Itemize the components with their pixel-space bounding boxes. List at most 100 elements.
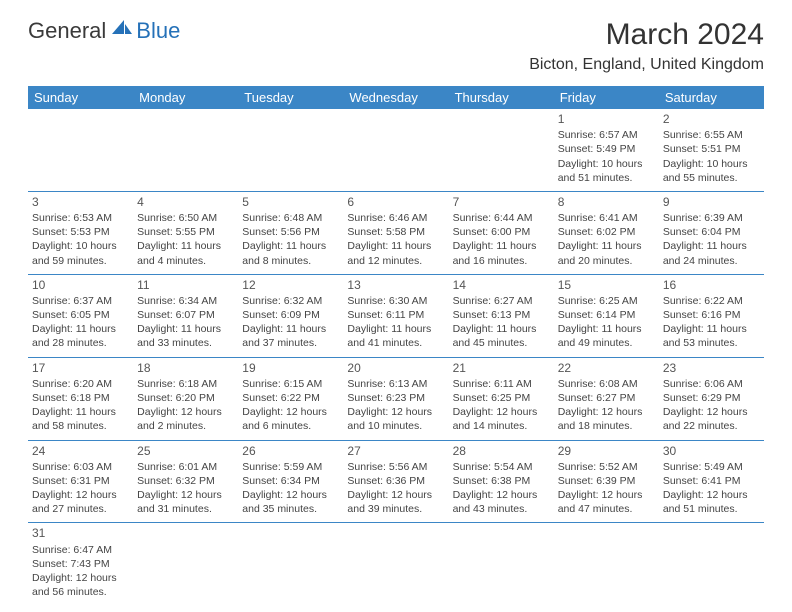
- day-number: 29: [558, 443, 655, 459]
- day-info-line: Sunrise: 6:06 AM: [663, 377, 760, 391]
- day-info-line: Daylight: 11 hours: [137, 239, 234, 253]
- day-info-line: Sunset: 6:39 PM: [558, 474, 655, 488]
- day-number: 18: [137, 360, 234, 376]
- weekday-header: Saturday: [659, 86, 764, 109]
- day-info-line: Sunset: 6:05 PM: [32, 308, 129, 322]
- day-info-line: Sunset: 7:43 PM: [32, 557, 129, 571]
- day-info-line: Daylight: 12 hours: [347, 405, 444, 419]
- calendar-day-cell: 6Sunrise: 6:46 AMSunset: 5:58 PMDaylight…: [343, 191, 448, 274]
- calendar-day-cell: [133, 109, 238, 191]
- day-number: 21: [453, 360, 550, 376]
- day-info-line: Sunset: 5:53 PM: [32, 225, 129, 239]
- calendar-day-cell: 2Sunrise: 6:55 AMSunset: 5:51 PMDaylight…: [659, 109, 764, 191]
- day-info-line: Sunset: 6:02 PM: [558, 225, 655, 239]
- calendar-day-cell: 28Sunrise: 5:54 AMSunset: 6:38 PMDayligh…: [449, 440, 554, 523]
- calendar-day-cell: 3Sunrise: 6:53 AMSunset: 5:53 PMDaylight…: [28, 191, 133, 274]
- day-number: 22: [558, 360, 655, 376]
- calendar-table: Sunday Monday Tuesday Wednesday Thursday…: [28, 86, 764, 605]
- calendar-day-cell: 21Sunrise: 6:11 AMSunset: 6:25 PMDayligh…: [449, 357, 554, 440]
- day-info-line: Sunset: 5:56 PM: [242, 225, 339, 239]
- day-info-line: Sunrise: 6:48 AM: [242, 211, 339, 225]
- day-number: 16: [663, 277, 760, 293]
- day-number: 14: [453, 277, 550, 293]
- month-title: March 2024: [529, 18, 764, 52]
- day-number: 24: [32, 443, 129, 459]
- calendar-week-row: 17Sunrise: 6:20 AMSunset: 6:18 PMDayligh…: [28, 357, 764, 440]
- day-info-line: Sunrise: 6:22 AM: [663, 294, 760, 308]
- calendar-day-cell: [133, 523, 238, 605]
- calendar-week-row: 31Sunrise: 6:47 AMSunset: 7:43 PMDayligh…: [28, 523, 764, 605]
- day-info-line: Sunrise: 6:20 AM: [32, 377, 129, 391]
- day-info-line: and 10 minutes.: [347, 419, 444, 433]
- calendar-day-cell: 27Sunrise: 5:56 AMSunset: 6:36 PMDayligh…: [343, 440, 448, 523]
- day-info-line: Daylight: 11 hours: [558, 322, 655, 336]
- day-number: 19: [242, 360, 339, 376]
- day-number: 8: [558, 194, 655, 210]
- day-info-line: and 18 minutes.: [558, 419, 655, 433]
- calendar-day-cell: [28, 109, 133, 191]
- calendar-day-cell: [554, 523, 659, 605]
- day-info-line: and 35 minutes.: [242, 502, 339, 516]
- day-info-line: Daylight: 11 hours: [242, 239, 339, 253]
- calendar-day-cell: [659, 523, 764, 605]
- day-number: 11: [137, 277, 234, 293]
- day-info-line: Daylight: 11 hours: [137, 322, 234, 336]
- day-info-line: and 58 minutes.: [32, 419, 129, 433]
- day-info-line: and 59 minutes.: [32, 254, 129, 268]
- day-info-line: Daylight: 12 hours: [453, 488, 550, 502]
- day-info-line: Daylight: 12 hours: [663, 488, 760, 502]
- calendar-day-cell: 31Sunrise: 6:47 AMSunset: 7:43 PMDayligh…: [28, 523, 133, 605]
- day-info-line: Sunrise: 6:08 AM: [558, 377, 655, 391]
- title-block: March 2024 Bicton, England, United Kingd…: [529, 18, 764, 80]
- day-info-line: Daylight: 11 hours: [453, 239, 550, 253]
- day-info-line: Daylight: 12 hours: [558, 405, 655, 419]
- calendar-day-cell: 24Sunrise: 6:03 AMSunset: 6:31 PMDayligh…: [28, 440, 133, 523]
- brand-general: General: [28, 18, 106, 44]
- calendar-day-cell: 25Sunrise: 6:01 AMSunset: 6:32 PMDayligh…: [133, 440, 238, 523]
- day-info-line: and 14 minutes.: [453, 419, 550, 433]
- day-info-line: Sunrise: 5:59 AM: [242, 460, 339, 474]
- calendar-day-cell: 18Sunrise: 6:18 AMSunset: 6:20 PMDayligh…: [133, 357, 238, 440]
- day-number: 28: [453, 443, 550, 459]
- location: Bicton, England, United Kingdom: [529, 56, 764, 74]
- day-info-line: Daylight: 12 hours: [137, 488, 234, 502]
- calendar-day-cell: 17Sunrise: 6:20 AMSunset: 6:18 PMDayligh…: [28, 357, 133, 440]
- day-info-line: Sunrise: 6:15 AM: [242, 377, 339, 391]
- day-info-line: and 51 minutes.: [558, 171, 655, 185]
- day-info-line: Daylight: 12 hours: [32, 571, 129, 585]
- day-number: 31: [32, 525, 129, 541]
- day-info-line: Sunrise: 6:11 AM: [453, 377, 550, 391]
- calendar-day-cell: 20Sunrise: 6:13 AMSunset: 6:23 PMDayligh…: [343, 357, 448, 440]
- calendar-day-cell: 16Sunrise: 6:22 AMSunset: 6:16 PMDayligh…: [659, 274, 764, 357]
- day-info-line: Sunrise: 6:44 AM: [453, 211, 550, 225]
- calendar-day-cell: 4Sunrise: 6:50 AMSunset: 5:55 PMDaylight…: [133, 191, 238, 274]
- weekday-header: Friday: [554, 86, 659, 109]
- day-info-line: and 37 minutes.: [242, 336, 339, 350]
- day-info-line: Daylight: 12 hours: [137, 405, 234, 419]
- calendar-day-cell: [343, 523, 448, 605]
- day-info-line: Daylight: 10 hours: [663, 157, 760, 171]
- day-info-line: and 12 minutes.: [347, 254, 444, 268]
- day-info-line: and 16 minutes.: [453, 254, 550, 268]
- day-info-line: Sunset: 6:23 PM: [347, 391, 444, 405]
- brand-blue: Blue: [136, 18, 180, 44]
- day-info-line: Sunset: 6:41 PM: [663, 474, 760, 488]
- day-info-line: Daylight: 11 hours: [32, 405, 129, 419]
- calendar-day-cell: 5Sunrise: 6:48 AMSunset: 5:56 PMDaylight…: [238, 191, 343, 274]
- calendar-day-cell: 22Sunrise: 6:08 AMSunset: 6:27 PMDayligh…: [554, 357, 659, 440]
- calendar-day-cell: [238, 109, 343, 191]
- day-info-line: and 47 minutes.: [558, 502, 655, 516]
- day-info-line: Sunrise: 5:56 AM: [347, 460, 444, 474]
- day-info-line: and 8 minutes.: [242, 254, 339, 268]
- day-number: 12: [242, 277, 339, 293]
- calendar-day-cell: [343, 109, 448, 191]
- day-info-line: Daylight: 12 hours: [663, 405, 760, 419]
- day-info-line: Sunset: 6:27 PM: [558, 391, 655, 405]
- calendar-day-cell: 26Sunrise: 5:59 AMSunset: 6:34 PMDayligh…: [238, 440, 343, 523]
- day-info-line: Sunset: 6:16 PM: [663, 308, 760, 322]
- day-info-line: and 33 minutes.: [137, 336, 234, 350]
- day-info-line: and 51 minutes.: [663, 502, 760, 516]
- day-info-line: Daylight: 11 hours: [453, 322, 550, 336]
- day-info-line: Daylight: 11 hours: [347, 239, 444, 253]
- day-info-line: Sunset: 6:18 PM: [32, 391, 129, 405]
